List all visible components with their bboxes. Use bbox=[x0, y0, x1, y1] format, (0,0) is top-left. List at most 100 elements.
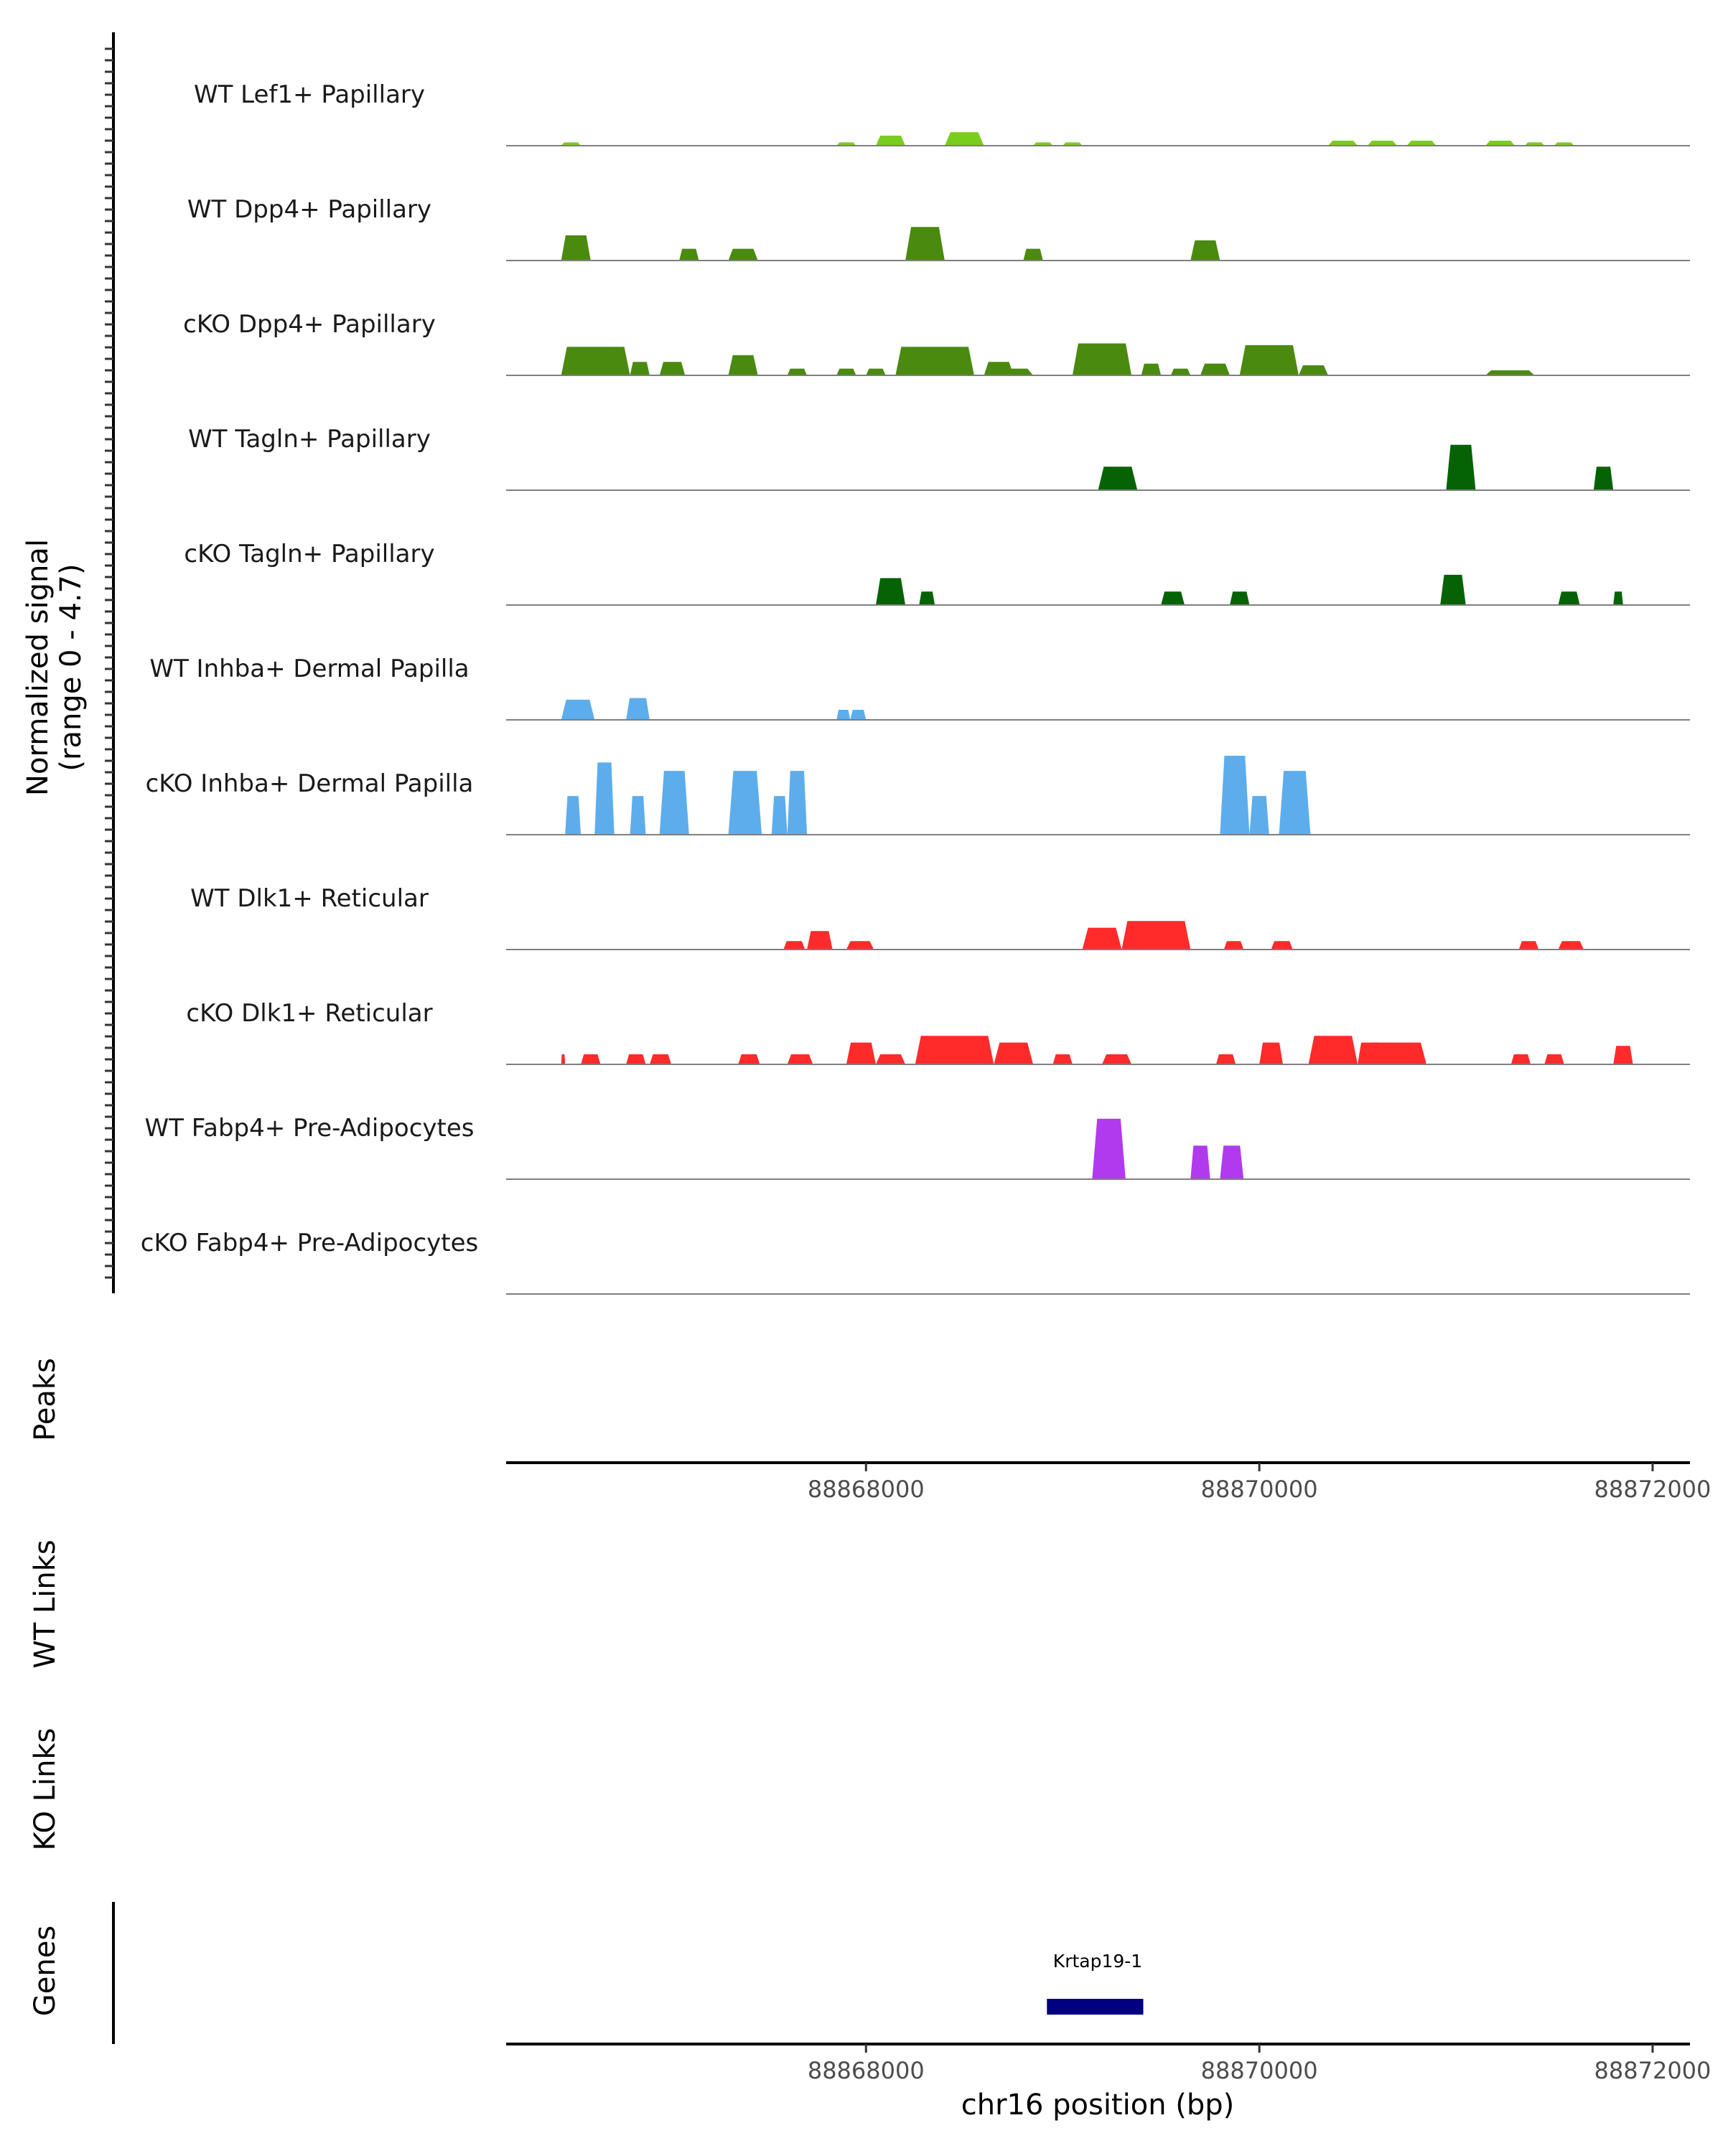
track-6: cKO Inhba+ Dermal Papilla bbox=[146, 756, 1690, 835]
x-tick-label: 88870000 bbox=[1201, 1476, 1318, 1503]
signal-peak bbox=[728, 355, 758, 375]
signal-peak bbox=[836, 142, 856, 146]
signal-peak bbox=[787, 771, 808, 835]
signal-peak bbox=[649, 1054, 672, 1064]
gene-label: Krtap19-1 bbox=[1053, 1951, 1142, 1972]
signal-peak bbox=[1082, 927, 1122, 950]
signal-peak bbox=[1215, 1054, 1236, 1064]
signal-peak bbox=[1249, 796, 1269, 835]
x-tick-label: 88868000 bbox=[808, 1476, 925, 1503]
signal-peak bbox=[1190, 1145, 1210, 1179]
signal-peak bbox=[875, 1054, 906, 1064]
signal-peak bbox=[1230, 591, 1250, 605]
signal-peak bbox=[1190, 240, 1220, 261]
signal-peak bbox=[846, 941, 874, 950]
signal-peak bbox=[581, 1054, 601, 1064]
signal-peak bbox=[1558, 941, 1584, 950]
signal-peak bbox=[1327, 140, 1358, 146]
signal-peak bbox=[679, 248, 699, 261]
signal-peak bbox=[771, 796, 788, 835]
signal-peak bbox=[1121, 921, 1191, 950]
track-label: WT Tagln+ Papillary bbox=[188, 425, 431, 454]
signal-peak bbox=[561, 347, 630, 375]
track-5: WT Inhba+ Dermal Papilla bbox=[149, 655, 1690, 721]
signal-peak bbox=[626, 1054, 646, 1064]
signal-peak bbox=[1558, 591, 1580, 605]
signal-peak bbox=[561, 1054, 566, 1064]
signal-tracks: WT Lef1+ Papillary WT Dpp4+ Papillary cKO … bbox=[141, 80, 1690, 1295]
track-label: WT Dpp4+ Papillary bbox=[187, 195, 431, 224]
signal-peak bbox=[1308, 1036, 1358, 1064]
signal-peak bbox=[1440, 574, 1466, 605]
signal-peak bbox=[875, 578, 906, 605]
signal-peak bbox=[1063, 142, 1083, 146]
track-label: cKO Dpp4+ Papillary bbox=[183, 310, 436, 339]
signal-peak bbox=[905, 227, 945, 261]
signal-peak bbox=[1510, 1054, 1531, 1064]
signal-peak bbox=[1446, 444, 1476, 490]
signal-peak bbox=[561, 699, 595, 720]
track-4: cKO Tagln+ Papillary bbox=[184, 540, 1690, 606]
signal-peak bbox=[1259, 1042, 1283, 1064]
signal-peak bbox=[1271, 941, 1293, 950]
signal-peak bbox=[1098, 467, 1138, 490]
x-tick-label: 88872000 bbox=[1594, 1476, 1712, 1503]
y-axis-title-line1: Normalized signal bbox=[22, 539, 55, 796]
signal-peak bbox=[919, 591, 935, 605]
signal-peak bbox=[1223, 941, 1244, 950]
signal-peak bbox=[1279, 771, 1311, 835]
genes-x-axis: 88868000 88870000 88872000 bbox=[808, 2044, 1712, 2084]
track-label: WT Lef1+ Papillary bbox=[194, 80, 425, 109]
signal-peak bbox=[1544, 1054, 1564, 1064]
signal-peak bbox=[1554, 142, 1574, 146]
signal-peak bbox=[846, 1042, 876, 1064]
signal-peak bbox=[1406, 140, 1437, 146]
signal-peak bbox=[1092, 1118, 1126, 1179]
track-8: cKO Dlk1+ Reticular bbox=[186, 999, 1690, 1065]
signal-peak bbox=[1052, 1054, 1073, 1064]
signal-peak bbox=[1485, 140, 1516, 146]
signal-peak bbox=[850, 709, 867, 720]
genes-panel-label: Genes bbox=[29, 1926, 62, 2016]
gene-krtap19-1 bbox=[1047, 1999, 1144, 2015]
y-axis-title: Normalized signal (range 0 - 4.7) bbox=[22, 539, 88, 796]
signal-peak bbox=[1033, 142, 1053, 146]
x-tick-label: 88872000 bbox=[1594, 2057, 1712, 2084]
signal-peak bbox=[1524, 142, 1545, 146]
signal-peak bbox=[561, 142, 582, 146]
x-tick-label: 88868000 bbox=[808, 2057, 925, 2084]
signal-peak bbox=[1518, 941, 1539, 950]
signal-peak bbox=[561, 235, 591, 261]
signal-peak bbox=[728, 771, 762, 835]
peaks-x-axis: 88868000 88870000 88872000 bbox=[808, 1463, 1712, 1503]
track-label: cKO Inhba+ Dermal Papilla bbox=[146, 769, 474, 798]
signal-peak bbox=[787, 368, 808, 375]
signal-peak bbox=[738, 1054, 760, 1064]
peaks-panel-label: Peaks bbox=[29, 1358, 62, 1441]
signal-peak bbox=[1239, 345, 1299, 375]
signal-peak bbox=[1367, 1042, 1427, 1064]
signal-peak bbox=[836, 368, 856, 375]
signal-peak bbox=[630, 362, 650, 375]
signal-peak bbox=[1220, 756, 1250, 835]
track-label: WT Inhba+ Dermal Papilla bbox=[149, 655, 469, 683]
x-axis-title: chr16 position (bp) bbox=[961, 2089, 1235, 2122]
track-label: cKO Tagln+ Papillary bbox=[184, 540, 434, 568]
signal-peak bbox=[1367, 140, 1397, 146]
track-label: cKO Fabp4+ Pre-Adipocytes bbox=[141, 1229, 479, 1257]
signal-peak bbox=[1101, 1054, 1132, 1064]
y-axis-title-line2: (range 0 - 4.7) bbox=[55, 563, 88, 771]
signal-peak bbox=[836, 709, 851, 720]
signal-peak bbox=[1485, 370, 1535, 375]
signal-peak bbox=[994, 1042, 1034, 1064]
signal-peak bbox=[807, 931, 833, 950]
signal-peak bbox=[875, 135, 906, 146]
track-3: WT Tagln+ Papillary bbox=[188, 425, 1690, 491]
signal-peak bbox=[659, 362, 686, 375]
track-label: cKO Dlk1+ Reticular bbox=[186, 999, 432, 1028]
track-10: cKO Fabp4+ Pre-Adipocytes bbox=[141, 1229, 1690, 1295]
signal-peak bbox=[1170, 368, 1191, 375]
track-1: WT Dpp4+ Papillary bbox=[187, 195, 1690, 261]
